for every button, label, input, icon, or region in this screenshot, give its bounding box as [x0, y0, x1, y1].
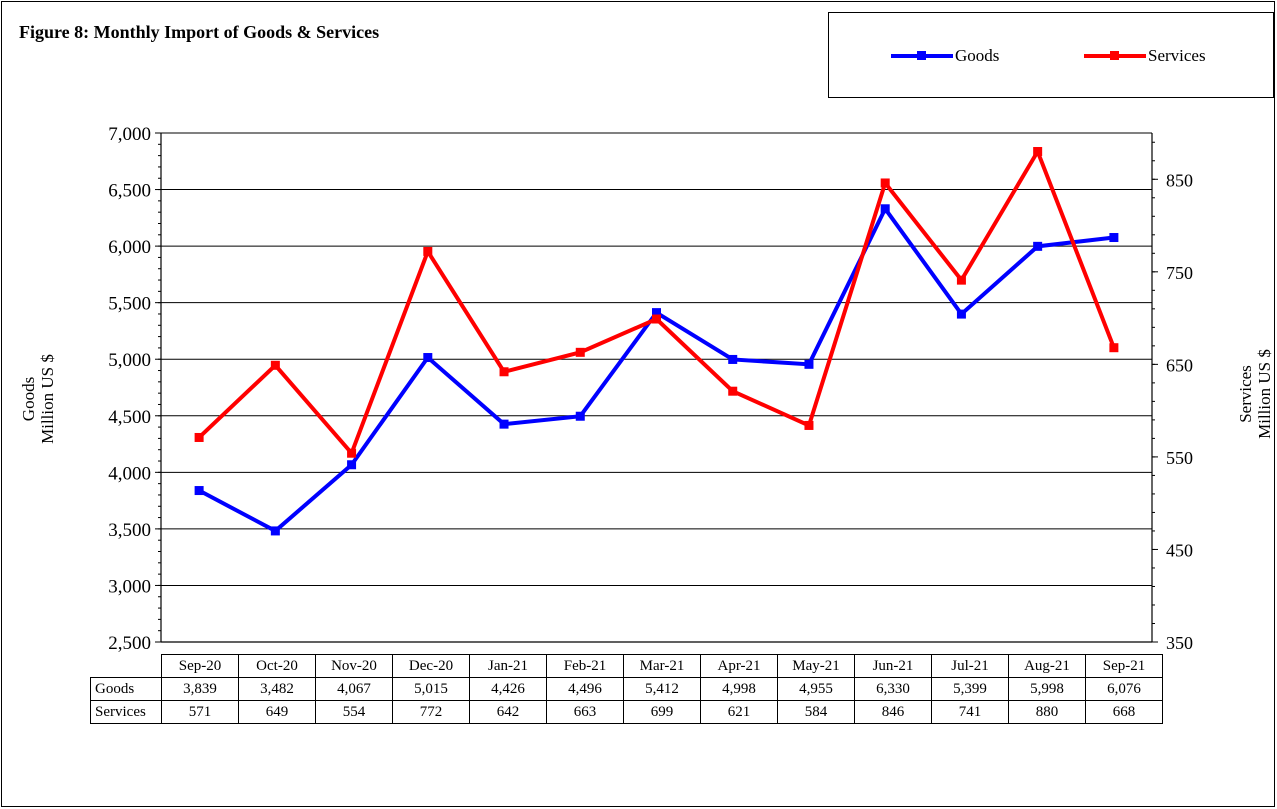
- table-cell: 3,839: [161, 677, 239, 701]
- table-header-cell: Nov-20: [315, 654, 393, 678]
- table-cell: 5,015: [392, 677, 470, 701]
- table-header-cell: May-21: [777, 654, 855, 678]
- table-header-cell: Apr-21: [700, 654, 778, 678]
- table-row-services: Services 571 649 554 772 642 663 699 621 584 846 7…: [90, 700, 1163, 724]
- y-right-tick-label: 750: [1166, 263, 1193, 283]
- table-header-cell: Sep-20: [161, 654, 239, 678]
- table-cell: 642: [469, 700, 547, 724]
- table-header-cell: Dec-20: [392, 654, 470, 678]
- legend-swatch-services: [1084, 51, 1146, 60]
- legend-item-services: Services: [1084, 45, 1206, 67]
- data-point-services: [652, 314, 661, 324]
- data-point-goods: [1109, 233, 1119, 243]
- data-point-goods: [880, 204, 890, 214]
- table-header-cell: Feb-21: [546, 654, 624, 678]
- table-cell: 741: [931, 700, 1009, 724]
- table-row-label-services: Services: [90, 700, 162, 724]
- table-cell: 6,076: [1085, 677, 1163, 701]
- table-header-cell: Oct-20: [238, 654, 316, 678]
- data-point-services: [728, 386, 738, 396]
- data-point-services: [880, 178, 890, 188]
- y-left-tick-label: 3,000: [108, 576, 151, 597]
- data-point-services: [270, 360, 280, 370]
- y-left-tick-label: 7,000: [108, 124, 151, 145]
- legend-label-goods: Goods: [955, 46, 1000, 65]
- table-row-goods: Goods 3,839 3,482 4,067 5,015 4,426 4,496 5,41…: [90, 677, 1163, 701]
- data-point-services: [1033, 147, 1043, 157]
- table-cell: 4,426: [469, 677, 547, 701]
- table-cell: 649: [238, 700, 316, 724]
- data-point-goods: [347, 460, 357, 470]
- table-header-cell: Jul-21: [931, 654, 1009, 678]
- data-point-services: [423, 246, 433, 256]
- table-cell: 663: [546, 700, 624, 724]
- data-point-services: [575, 347, 585, 357]
- table-cell: 4,067: [315, 677, 393, 701]
- data-point-services: [499, 367, 509, 377]
- data-point-goods: [423, 353, 433, 363]
- table-row-label-goods: Goods: [90, 677, 162, 701]
- table-cell: 5,399: [931, 677, 1009, 701]
- y-left-tick-label: 6,000: [108, 237, 151, 258]
- y-left-tick-label: 5,000: [108, 350, 151, 371]
- legend: Goods Services: [828, 12, 1274, 98]
- table-header-cell: Mar-21: [623, 654, 701, 678]
- data-point-goods: [499, 419, 509, 429]
- table-cell: 772: [392, 700, 470, 724]
- data-point-goods: [804, 359, 814, 369]
- data-point-goods: [728, 354, 738, 364]
- table-cell: 4,496: [546, 677, 624, 701]
- y-left-tick-label: 6,500: [108, 181, 151, 202]
- table-cell: 6,330: [854, 677, 932, 701]
- table-cell: 621: [700, 700, 778, 724]
- y-right-tick-label: 450: [1166, 540, 1193, 560]
- table-cell: 4,955: [777, 677, 855, 701]
- data-point-goods: [652, 308, 661, 318]
- table-cell: 699: [623, 700, 701, 724]
- y-left-tick-label: 2,500: [108, 633, 151, 654]
- y-right-tick-label: 650: [1166, 355, 1193, 375]
- data-table: Sep-20 Oct-20 Nov-20 Dec-20 Jan-21 Feb-21 Mar-…: [90, 654, 1163, 724]
- table-cell: 584: [777, 700, 855, 724]
- data-point-services: [1109, 343, 1119, 353]
- y-right-tick-label: 550: [1166, 448, 1193, 468]
- table-header-cell: Sep-21: [1085, 654, 1163, 678]
- table-cell: 4,998: [700, 677, 778, 701]
- table-corner: [90, 654, 162, 678]
- y-left-tick-label: 5,500: [108, 294, 151, 315]
- data-point-services: [347, 448, 357, 458]
- table-cell: 571: [161, 700, 239, 724]
- data-point-services: [804, 420, 814, 430]
- table-cell: 5,998: [1008, 677, 1086, 701]
- table-header-cell: Jan-21: [469, 654, 547, 678]
- y-left-tick-label: 3,500: [108, 520, 151, 541]
- y-left-tick-label: 4,000: [108, 463, 151, 484]
- legend-item-goods: Goods: [891, 45, 999, 67]
- data-point-goods: [575, 411, 585, 421]
- data-point-goods: [1033, 241, 1043, 251]
- y-right-tick-label: 850: [1166, 170, 1193, 190]
- data-point-goods: [956, 309, 966, 319]
- y-left-tick-label: 4,500: [108, 407, 151, 428]
- chart-title: Figure 8: Monthly Import of Goods & Serv…: [19, 22, 380, 42]
- table-cell: 880: [1008, 700, 1086, 724]
- table-cell: 668: [1085, 700, 1163, 724]
- table-header-cell: Aug-21: [1008, 654, 1086, 678]
- table-header-cell: Jun-21: [854, 654, 932, 678]
- data-point-goods: [194, 486, 204, 496]
- table-cell: 846: [854, 700, 932, 724]
- y-right-tick-label: 350: [1166, 633, 1193, 653]
- data-point-services: [194, 432, 204, 442]
- table-header-row: Sep-20 Oct-20 Nov-20 Dec-20 Jan-21 Feb-21 Mar-…: [90, 654, 1163, 678]
- legend-swatch-goods: [891, 51, 953, 60]
- table-cell: 5,412: [623, 677, 701, 701]
- data-point-services: [956, 275, 966, 285]
- data-point-goods: [270, 526, 280, 536]
- table-cell: 554: [315, 700, 393, 724]
- legend-label-services: Services: [1148, 46, 1206, 65]
- table-cell: 3,482: [238, 677, 316, 701]
